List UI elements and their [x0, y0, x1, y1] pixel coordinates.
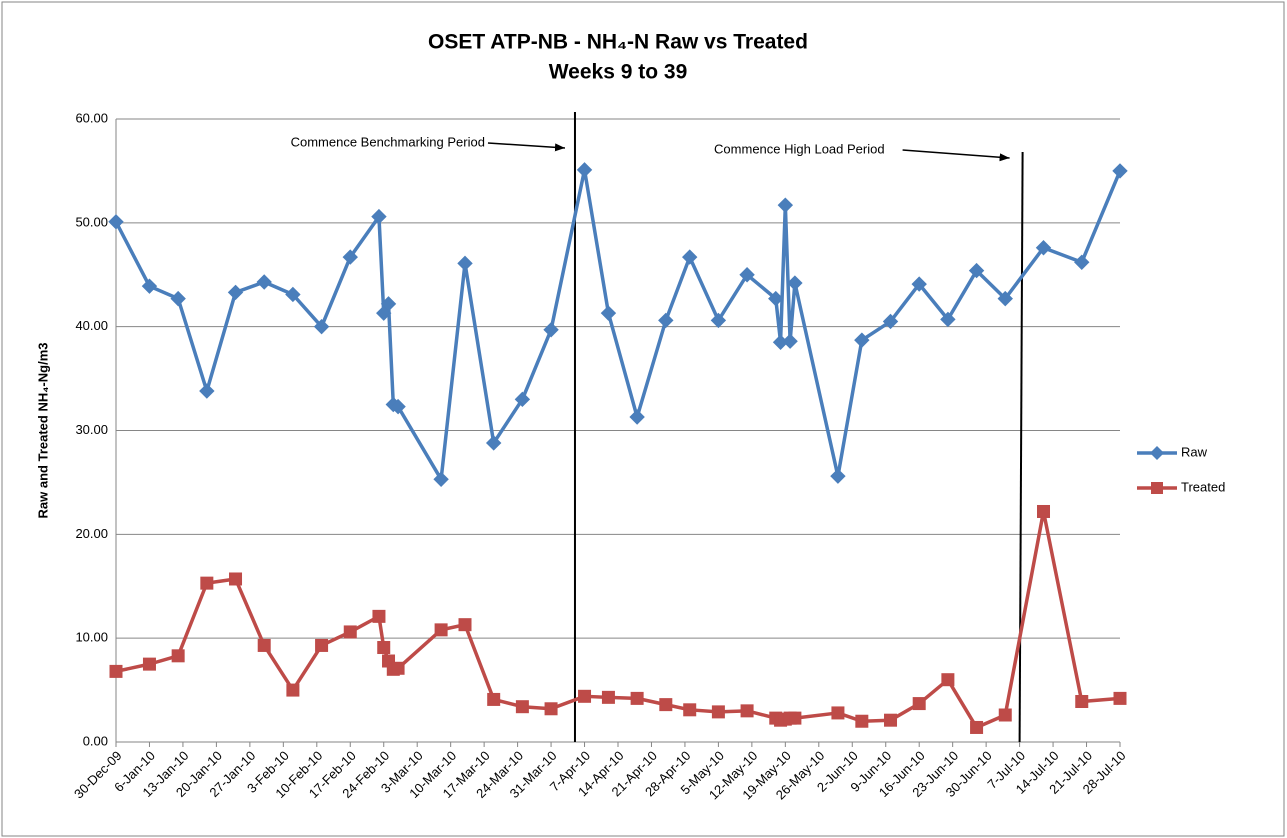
point — [1075, 695, 1089, 709]
legend-marker — [1150, 446, 1164, 460]
point — [768, 290, 784, 307]
point — [1035, 240, 1052, 256]
point — [170, 290, 186, 307]
point — [229, 572, 243, 586]
point — [109, 664, 123, 678]
point — [342, 249, 358, 265]
point — [629, 409, 645, 425]
point — [485, 435, 502, 451]
point — [830, 468, 846, 484]
point — [912, 697, 926, 711]
annotation-text: Commence High Load Period — [714, 141, 885, 156]
y-tick-label: 10.00 — [75, 630, 108, 645]
point — [544, 702, 558, 716]
y-tick-label: 40.00 — [75, 318, 108, 333]
point — [171, 649, 185, 663]
point — [601, 690, 615, 704]
point — [782, 333, 798, 349]
point — [683, 703, 697, 717]
point — [377, 641, 391, 655]
annotation-text: Commence Benchmarking Period — [291, 134, 485, 149]
point — [658, 312, 674, 329]
point — [515, 700, 529, 714]
point — [710, 312, 727, 329]
point — [711, 705, 725, 719]
y-tick-label: 20.00 — [75, 526, 108, 541]
annotation-arrow — [902, 149, 1010, 162]
point — [372, 609, 386, 623]
point — [285, 286, 301, 303]
point — [1113, 691, 1127, 705]
point — [682, 249, 698, 265]
point — [970, 720, 984, 734]
point — [343, 625, 357, 639]
point — [514, 391, 531, 408]
chart-title: OSET ATP-NB - NH₄-N Raw vs Treated — [428, 31, 808, 54]
point — [108, 214, 124, 230]
y-tick-label: 60.00 — [75, 110, 108, 125]
point — [227, 284, 244, 301]
point — [1074, 254, 1090, 270]
point — [458, 618, 472, 632]
point — [256, 274, 272, 290]
point — [884, 713, 898, 727]
point — [997, 290, 1013, 307]
point — [1037, 504, 1051, 518]
point — [941, 673, 955, 687]
point — [911, 276, 927, 292]
point — [659, 698, 673, 712]
point — [968, 262, 985, 279]
point — [831, 706, 845, 720]
chart-title: Weeks 9 to 39 — [549, 61, 688, 84]
legend-label: Treated — [1181, 479, 1225, 494]
point — [998, 708, 1012, 722]
point — [141, 278, 158, 294]
point — [313, 318, 330, 335]
point — [257, 638, 271, 652]
point — [940, 311, 956, 328]
point — [777, 197, 794, 213]
point — [371, 208, 387, 225]
point — [199, 383, 215, 399]
point — [788, 711, 802, 725]
point — [487, 692, 501, 706]
legend-label: Raw — [1181, 444, 1208, 459]
legend-marker — [1151, 482, 1163, 494]
point — [740, 704, 754, 718]
point — [854, 332, 870, 348]
y-tick-label: 50.00 — [75, 214, 108, 229]
point — [787, 275, 803, 291]
y-tick-label: 30.00 — [75, 422, 108, 437]
point — [855, 714, 869, 728]
point — [380, 296, 397, 312]
point — [739, 267, 755, 283]
point — [391, 661, 405, 675]
point — [1112, 163, 1128, 179]
point — [390, 398, 406, 415]
point — [578, 689, 592, 703]
annotation-arrow — [487, 142, 566, 152]
point — [200, 576, 214, 590]
point — [543, 322, 559, 338]
point — [882, 313, 899, 330]
point — [600, 305, 617, 321]
point — [457, 255, 473, 272]
point — [576, 162, 593, 178]
point — [286, 683, 300, 697]
y-tick-label: 0.00 — [83, 733, 108, 748]
point — [630, 691, 644, 705]
point — [315, 638, 329, 652]
point — [142, 657, 156, 671]
point — [434, 623, 448, 637]
y-axis-label: Raw and Treated NH₄-Ng/m3 — [35, 343, 50, 519]
point — [433, 471, 449, 488]
